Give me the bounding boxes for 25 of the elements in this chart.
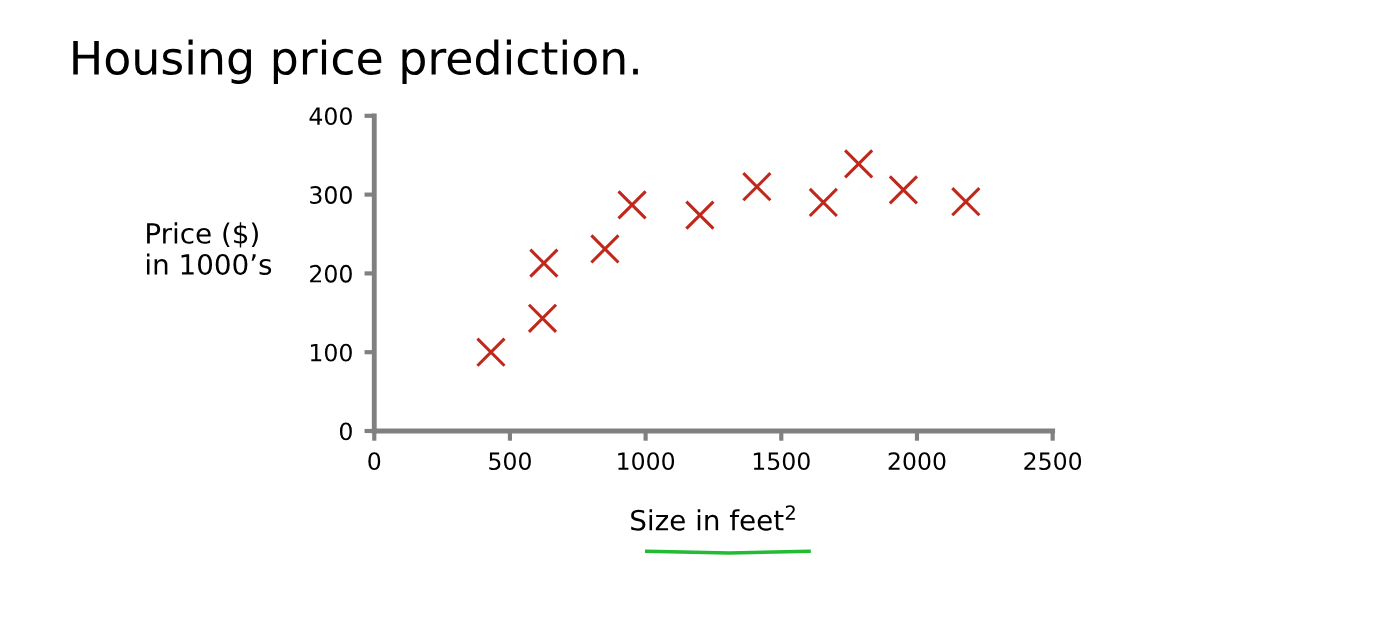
point: [741, 171, 772, 202]
point: [843, 148, 874, 179]
point: [684, 200, 715, 231]
y-tick-label: 400: [309, 107, 352, 126]
point: [475, 337, 507, 368]
point: [808, 187, 839, 218]
point: [616, 189, 648, 220]
x-tick-label: 2500: [1024, 452, 1082, 471]
point: [589, 233, 620, 265]
x-tick-label: 500: [489, 452, 531, 471]
point: [527, 303, 558, 334]
point: [888, 174, 919, 205]
y-tick-label: 300: [310, 186, 352, 204]
point: [950, 186, 981, 217]
x-tick-label: 0: [368, 452, 381, 471]
x-tick-label: 1500: [753, 452, 810, 471]
x-tick-label: 2000: [888, 452, 946, 471]
chart-title: Housing price prediction.: [73, 39, 638, 84]
y-tick-label: 0: [339, 422, 352, 441]
x-tick-label: 1000: [618, 452, 675, 471]
y-tick-label: 100: [310, 343, 352, 362]
y-axis-title: Price ($) in 1000’s: [146, 222, 272, 275]
y-tick-label: 200: [310, 264, 352, 283]
point: [528, 248, 559, 279]
x-axis-title: Size in feet$^{2}$: [631, 505, 795, 531]
